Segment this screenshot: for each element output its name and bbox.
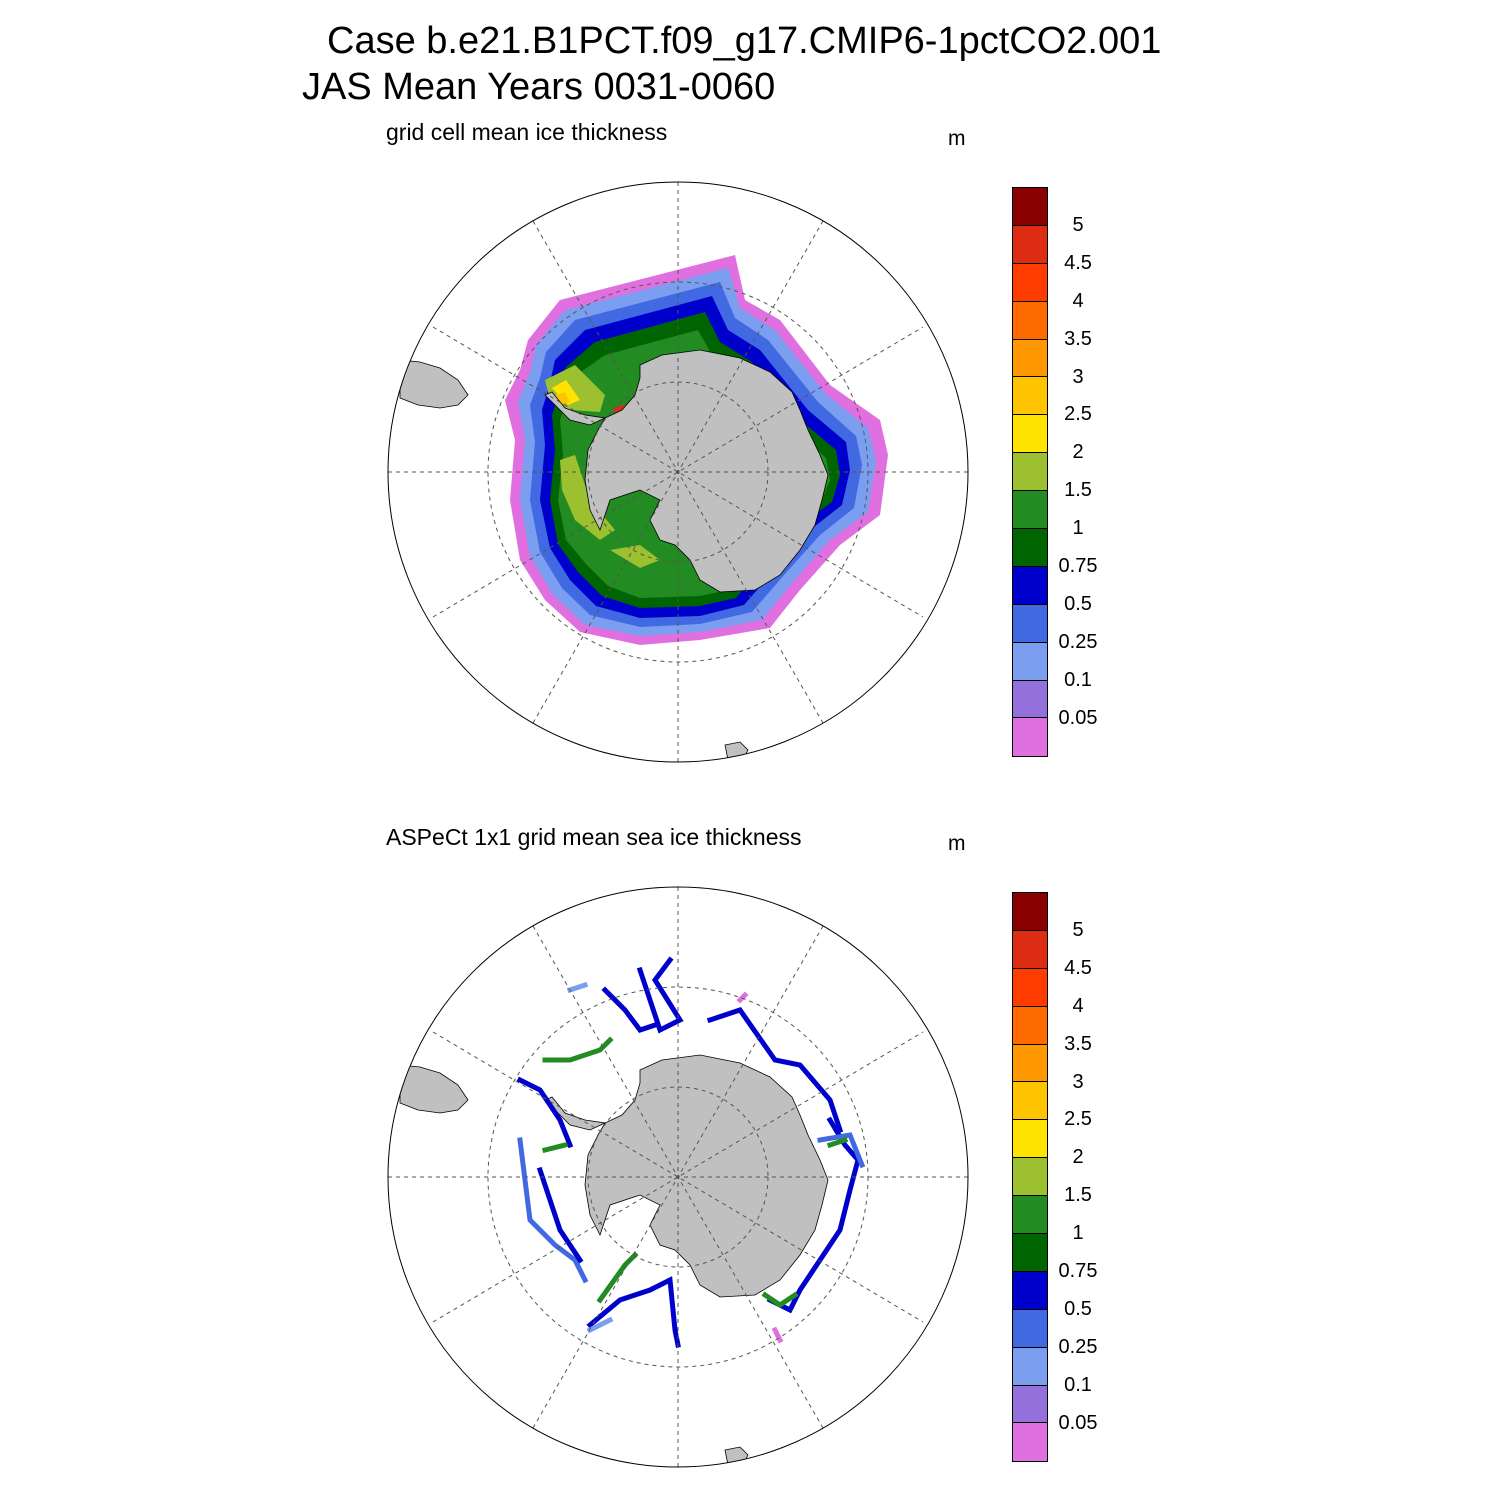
colorbar-label: 0.25 bbox=[1058, 1335, 1098, 1358]
colorbar-box bbox=[1013, 566, 1047, 605]
colorbar-box bbox=[1013, 1044, 1047, 1083]
south-america-land bbox=[399, 359, 469, 409]
colorbar-box bbox=[1013, 1423, 1047, 1462]
colorbar-box bbox=[1013, 642, 1047, 681]
colorbar-box bbox=[1013, 225, 1047, 264]
colorbar-box bbox=[1013, 1196, 1047, 1235]
colorbar-box bbox=[1013, 968, 1047, 1007]
colorbar-label: 4 bbox=[1072, 289, 1084, 312]
colorbar-box bbox=[1013, 893, 1047, 931]
colorbar-box bbox=[1013, 491, 1047, 530]
colorbar-box bbox=[1013, 718, 1047, 757]
figure-title-case: Case b.e21.B1PCT.f09_g17.CMIP6-1pctCO2.0… bbox=[327, 20, 1162, 62]
colorbar-label: 0.75 bbox=[1058, 1260, 1098, 1282]
colorbar-box bbox=[1013, 453, 1047, 492]
panel-2-graticule bbox=[388, 887, 968, 1467]
panel-1-boundary bbox=[387, 181, 969, 763]
panel-2-boundary bbox=[387, 886, 969, 1468]
colorbar-label: 2 bbox=[1072, 441, 1084, 464]
colorbar-box bbox=[1013, 1234, 1047, 1272]
australia-land bbox=[724, 1446, 749, 1467]
colorbar-label: 1.5 bbox=[1064, 1184, 1092, 1207]
colorbar-label: 2.5 bbox=[1064, 1108, 1092, 1131]
colorbar-label: 4.5 bbox=[1064, 251, 1092, 274]
colorbar-box bbox=[1013, 263, 1047, 302]
colorbar-label: 0.75 bbox=[1058, 555, 1098, 577]
colorbar-label: 0.5 bbox=[1064, 592, 1092, 615]
panel-1-units: m bbox=[948, 127, 966, 150]
antarctica-land bbox=[584, 1054, 829, 1298]
colorbar-label: 5 bbox=[1072, 213, 1084, 236]
colorbar-box bbox=[1013, 188, 1047, 226]
colorbar-label: 1 bbox=[1072, 517, 1084, 540]
colorbar-label: 0.1 bbox=[1064, 1373, 1092, 1396]
colorbar-label: 0.05 bbox=[1058, 706, 1098, 729]
south-america-land bbox=[399, 1064, 469, 1114]
colorbar-box bbox=[1013, 1271, 1047, 1310]
panel-2-units: m bbox=[948, 832, 966, 855]
colorbar-box bbox=[1013, 301, 1047, 340]
colorbar-box bbox=[1013, 529, 1047, 567]
colorbar-box bbox=[1013, 1347, 1047, 1386]
colorbar-label: 2.5 bbox=[1064, 403, 1092, 426]
observation-tracks bbox=[516, 956, 866, 1348]
colorbar-box bbox=[1013, 415, 1047, 454]
colorbar-label: 0.1 bbox=[1064, 668, 1092, 691]
colorbar-label: 3 bbox=[1072, 1070, 1084, 1093]
antarctica-land bbox=[584, 349, 829, 593]
colorbar-box bbox=[1013, 1082, 1047, 1121]
colorbar-label: 1.5 bbox=[1064, 479, 1092, 502]
colorbar-box bbox=[1013, 1385, 1047, 1424]
panel-2-colorbar bbox=[1012, 892, 1048, 1463]
colorbar-box bbox=[1013, 339, 1047, 378]
colorbar-label: 0.5 bbox=[1064, 1297, 1092, 1320]
colorbar-box bbox=[1013, 1158, 1047, 1197]
panel-2-title: ASPeCt 1x1 grid mean sea ice thickness bbox=[386, 824, 802, 850]
panel-1-graticule bbox=[388, 182, 968, 762]
colorbar-box bbox=[1013, 680, 1047, 719]
figure-title-period: JAS Mean Years 0031-0060 bbox=[302, 66, 776, 108]
colorbar-box bbox=[1013, 1309, 1047, 1348]
colorbar-label: 1 bbox=[1072, 1222, 1084, 1245]
colorbar-box bbox=[1013, 1006, 1047, 1045]
panel-1-colorbar bbox=[1012, 187, 1048, 758]
ice-band-2 bbox=[552, 380, 580, 405]
ice-band-1-5-c bbox=[610, 545, 660, 568]
colorbar-box bbox=[1013, 1120, 1047, 1159]
panel-1-title: grid cell mean ice thickness bbox=[386, 119, 668, 145]
colorbar-box bbox=[1013, 377, 1047, 416]
colorbar-label: 2 bbox=[1072, 1146, 1084, 1169]
colorbar-label: 5 bbox=[1072, 918, 1084, 941]
colorbar-box bbox=[1013, 930, 1047, 969]
colorbar-box bbox=[1013, 604, 1047, 643]
colorbar-label: 4.5 bbox=[1064, 956, 1092, 979]
colorbar-label: 3.5 bbox=[1064, 327, 1092, 350]
colorbar-label: 3.5 bbox=[1064, 1032, 1092, 1055]
colorbar-label: 3 bbox=[1072, 365, 1084, 388]
colorbar-label: 4 bbox=[1072, 994, 1084, 1017]
colorbar-label: 0.25 bbox=[1058, 630, 1098, 653]
colorbar-label: 0.05 bbox=[1058, 1411, 1098, 1434]
